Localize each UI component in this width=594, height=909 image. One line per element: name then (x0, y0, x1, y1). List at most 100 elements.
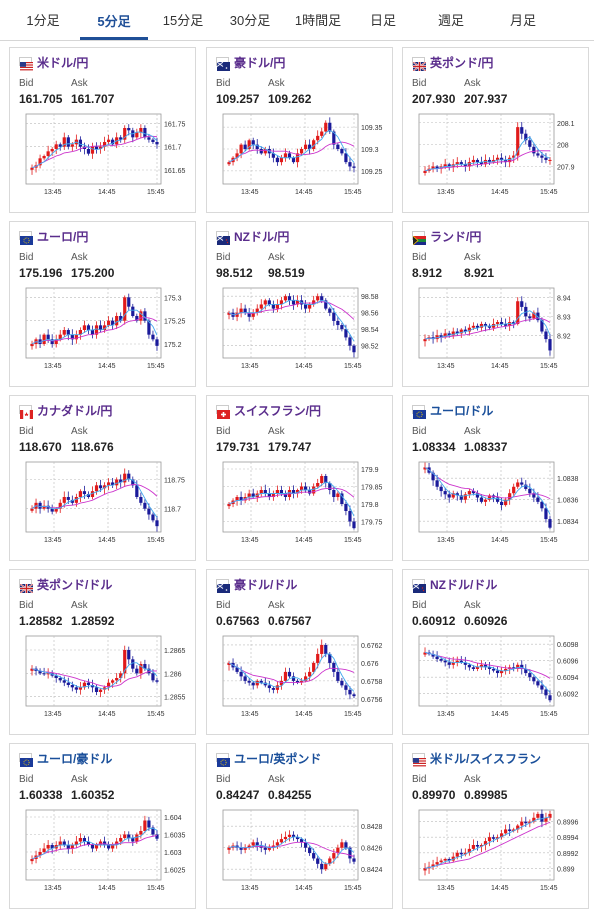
candle-body (528, 673, 532, 678)
candle-body (70, 845, 74, 849)
rate-card[interactable]: 米ドル/スイスフラン Bid Ask 0.89970 0.89985 0.8996 0.89… (402, 743, 589, 909)
tab-6[interactable]: 日足 (369, 13, 396, 28)
candle-body (316, 296, 320, 301)
x-tick-label: 15:45 (540, 537, 558, 544)
candle-body (287, 834, 292, 837)
candle-body (98, 689, 103, 692)
candle-body (544, 817, 548, 822)
y-tick-label: 0.6756 (361, 697, 383, 704)
candle-body (299, 839, 304, 843)
x-tick-label: 15:45 (540, 885, 558, 892)
candle-body (78, 838, 82, 842)
candle-body (58, 841, 62, 845)
rate-card[interactable]: スイスフラン/円 Bid Ask 179.731 179.747 179.9 179.85 1… (206, 395, 393, 561)
ma-line-long (424, 150, 550, 172)
tab-2[interactable]: 5分足 (80, 0, 148, 40)
currency-pair-link[interactable]: ランド/円 (430, 230, 482, 244)
candle-body (443, 164, 447, 167)
candle-body (74, 687, 78, 690)
candle-body (271, 688, 275, 690)
currency-pair-link[interactable]: カナダドル/円 (37, 404, 113, 418)
y-tick-label: 208.1 (557, 121, 575, 128)
rate-card[interactable]: ユーロ/ドル Bid Ask 1.08334 1.08337 1.0838 1.0836 1.… (402, 395, 589, 561)
candle-body (147, 320, 151, 335)
candle-body (463, 164, 467, 167)
currency-pair-link[interactable]: 英ポンド/円 (430, 56, 494, 70)
currency-pair-link[interactable]: ユーロ/ドル (430, 404, 494, 418)
candle-body (279, 157, 284, 163)
ma-line-short (31, 131, 158, 169)
y-tick-label: 1.603 (164, 850, 182, 857)
candle-body (42, 673, 46, 675)
currency-pair-link[interactable]: ユーロ/円 (37, 230, 89, 244)
ma-line-long (31, 135, 158, 169)
currency-pair-link[interactable]: NZドル/円 (234, 230, 290, 244)
y-tick-label: 98.54 (361, 327, 379, 334)
y-tick-label: 0.8992 (557, 851, 579, 858)
bid-value: 179.731 (216, 440, 260, 454)
tab-5[interactable]: 1時間足 (294, 13, 342, 28)
candle-body (123, 650, 127, 674)
candle-body (62, 137, 66, 147)
candle-body (512, 829, 516, 831)
rate-card[interactable]: 豪ドル/円 Bid Ask 109.257 109.262 109.35 109.3 109.… (206, 47, 393, 213)
candle-body (500, 322, 504, 324)
currency-pair-link[interactable]: スイスフラン/円 (234, 404, 321, 418)
currency-pair-link[interactable]: 米ドル/円 (37, 56, 89, 70)
tab-7[interactable]: 週足 (437, 13, 464, 28)
currency-pair-link[interactable]: 豪ドル/円 (234, 56, 286, 70)
tab-3[interactable]: 15分足 (162, 13, 204, 28)
ma-line-short (31, 478, 158, 518)
rate-card[interactable]: 豪ドル/ドル Bid Ask 0.67563 0.67567 0.6762 0.676 0.6… (206, 569, 393, 735)
candle-body (459, 329, 463, 334)
candle-body (312, 300, 316, 305)
rate-card[interactable]: カナダドル/円 Bid Ask 118.670 118.676 118.75 118.7 13… (9, 395, 196, 561)
candle-body (151, 334, 155, 340)
tab-4[interactable]: 30分足 (229, 13, 271, 28)
candle-body (135, 132, 139, 138)
candle-body (119, 316, 123, 321)
currency-pair-link[interactable]: NZドル/ドル (430, 578, 498, 592)
candle-body (536, 153, 540, 156)
candle-body (459, 162, 463, 165)
bid-label: Bid (19, 426, 34, 437)
currency-pair-link[interactable]: ユーロ/英ポンド (234, 752, 322, 766)
rate-card[interactable]: ユーロ/豪ドル Bid Ask 1.60338 1.60352 1.604 1.6035 1.… (9, 743, 196, 909)
currency-pair-link[interactable]: ユーロ/豪ドル (37, 752, 113, 766)
rate-card[interactable]: 英ポンド/円 Bid Ask 207.930 207.937 208.1 208 207.9 1… (402, 47, 589, 213)
rate-card[interactable]: 米ドル/円 Bid Ask 161.705 161.707 161.75 161.7 161.… (9, 47, 196, 213)
candle-body (42, 848, 46, 852)
candle-body (46, 334, 50, 340)
tab-1[interactable]: 1分足 (26, 13, 60, 28)
candle-body (324, 122, 328, 132)
rate-card[interactable]: ランド/円 Bid Ask 8.912 8.921 8.94 8.93 8.92 13:45 14… (402, 221, 589, 387)
rate-card[interactable]: 英ポンド/ドル Bid Ask 1.28582 1.28592 1.2865 1.286 1.… (9, 569, 196, 735)
candle-body (479, 323, 484, 328)
candle-body (267, 685, 271, 689)
tab-8[interactable]: 月足 (509, 13, 536, 28)
candle-body (58, 334, 62, 340)
currency-pair-link[interactable]: 英ポンド/ドル (37, 578, 113, 592)
candle-body (70, 685, 74, 688)
currency-pair-link[interactable]: 米ドル/スイスフラン (430, 752, 541, 766)
candle-body (352, 521, 356, 529)
candle-body (508, 493, 512, 500)
candle-body (50, 845, 54, 849)
candle-body (42, 156, 46, 159)
ma-line-long (31, 668, 157, 688)
candle-body (320, 863, 324, 870)
rate-card[interactable]: NZドル/円 Bid Ask 98.512 98.519 98.58 98.56 98.54 9… (206, 221, 393, 387)
candle-body (111, 845, 115, 849)
candle-body (155, 834, 159, 839)
ma-line-long (424, 821, 551, 869)
candle-body (451, 856, 455, 861)
rate-card[interactable]: ユーロ/英ポンド Bid Ask 0.84247 0.84255 0.8428 0.8426… (206, 743, 393, 909)
rate-card[interactable]: ユーロ/円 Bid Ask 175.196 175.200 175.3 175.25 175.… (9, 221, 196, 387)
ask-label: Ask (71, 252, 88, 263)
rate-card[interactable]: NZドル/ドル Bid Ask 0.60912 0.60926 0.6098 0.6096 0… (402, 569, 589, 735)
currency-pair-link[interactable]: 豪ドル/ドル (234, 578, 298, 592)
x-tick-label: 14:45 (491, 537, 509, 544)
candle-body (512, 322, 516, 324)
candle-body (271, 493, 275, 497)
ma-line-short (228, 653, 355, 692)
